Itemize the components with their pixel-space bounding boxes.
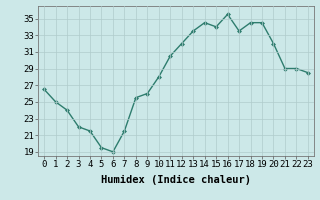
X-axis label: Humidex (Indice chaleur): Humidex (Indice chaleur)	[101, 175, 251, 185]
